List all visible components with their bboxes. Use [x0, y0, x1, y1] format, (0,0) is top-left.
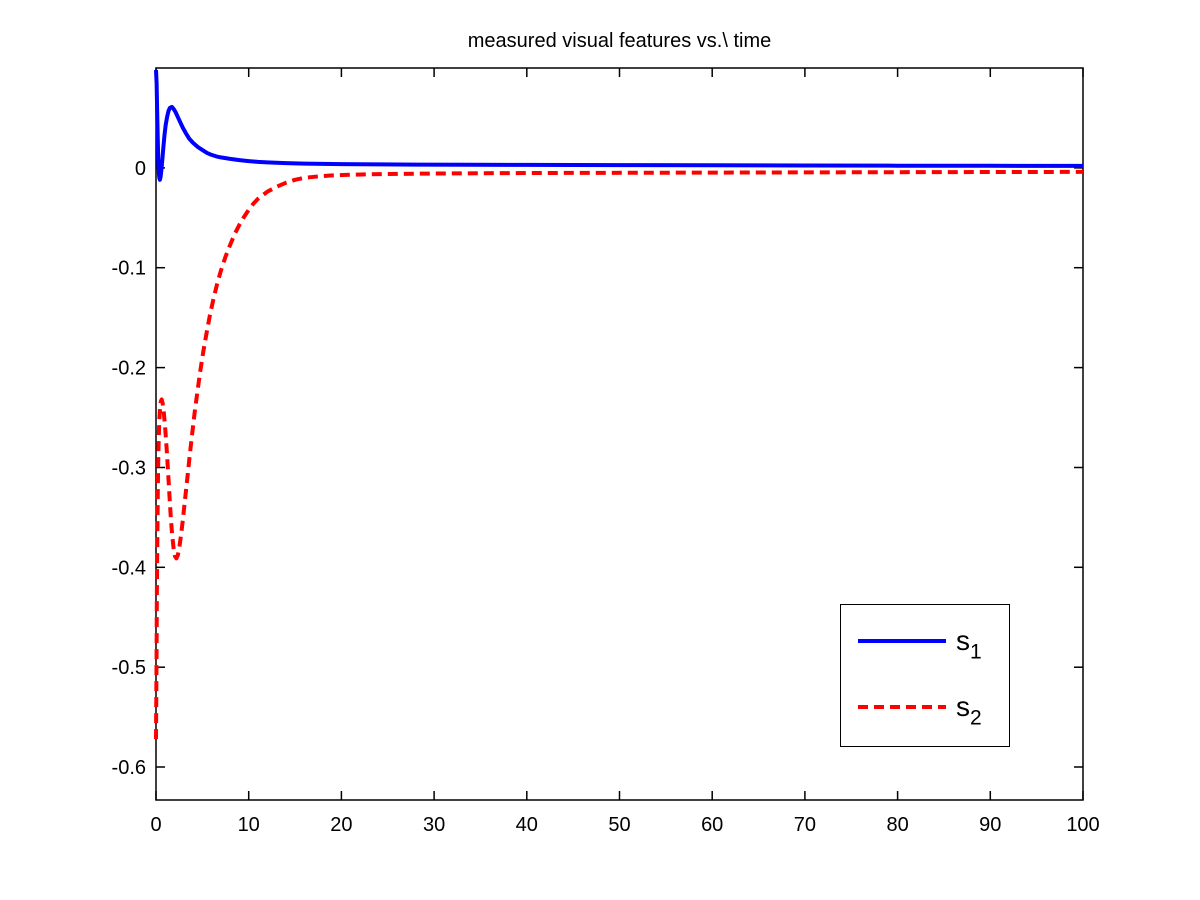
series-curve-s1 — [154, 69, 1084, 182]
y-tick-label: -0.6 — [112, 757, 146, 779]
x-tick-label: 0 — [150, 814, 161, 836]
x-tick-label: 10 — [238, 814, 260, 836]
x-tick-label: 60 — [701, 814, 723, 836]
series-curve-s2 — [154, 169, 1084, 740]
y-tick-label: -0.4 — [112, 557, 146, 579]
x-tick-label: 50 — [608, 814, 630, 836]
x-tick-label: 40 — [516, 814, 538, 836]
x-tick-label: 70 — [794, 814, 816, 836]
y-tick-label: 0 — [135, 158, 146, 180]
y-tick-label: -0.3 — [112, 458, 146, 480]
legend-line-sample-s1 — [858, 639, 946, 643]
legend: s1 s2 — [840, 604, 1010, 747]
x-tick-label: 100 — [1066, 814, 1099, 836]
y-tick-label: -0.2 — [112, 358, 146, 380]
legend-line-sample-s2 — [858, 705, 946, 709]
x-tick-label: 90 — [979, 814, 1001, 836]
y-tick-label: -0.1 — [112, 258, 146, 280]
legend-entry-s2: s2 — [858, 687, 1003, 730]
legend-label-s1: s1 — [956, 625, 982, 664]
chart-title: measured visual features vs.\ time — [467, 30, 772, 52]
legend-entry-s1: s1 — [858, 621, 1003, 664]
x-tick-label: 20 — [330, 814, 352, 836]
x-tick-label: 30 — [423, 814, 445, 836]
x-tick-label: 80 — [886, 814, 908, 836]
legend-label-s2: s2 — [956, 691, 982, 730]
y-tick-label: -0.5 — [112, 657, 146, 679]
